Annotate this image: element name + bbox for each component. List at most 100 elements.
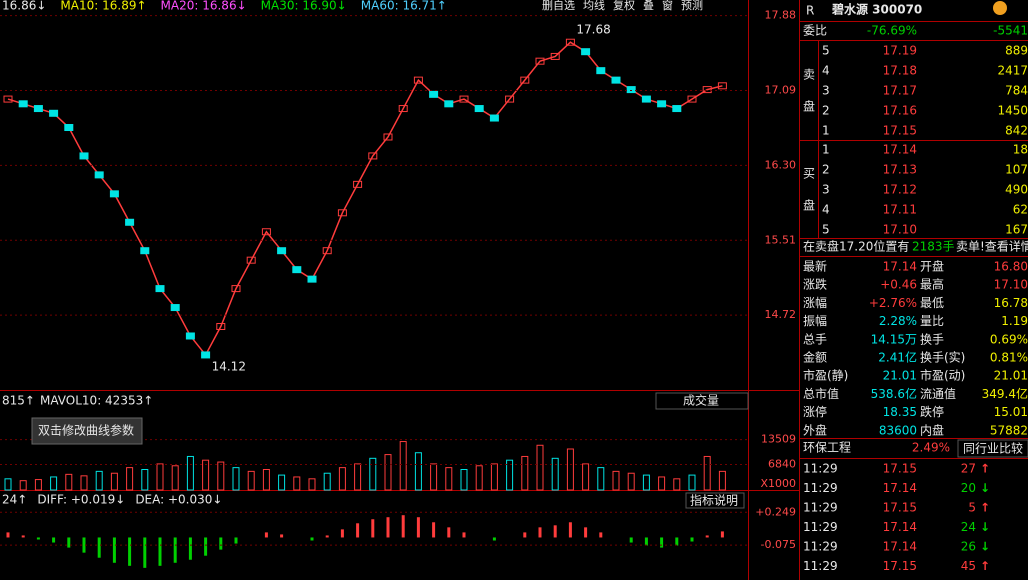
candle — [246, 256, 256, 264]
volume-legend: 815↑ — [2, 394, 35, 408]
candle — [444, 100, 454, 108]
level-price: 17.18 — [883, 64, 917, 78]
volume-bar — [718, 470, 726, 491]
toolbar-button[interactable]: 复权 — [613, 0, 635, 12]
trade-time: 11:29 — [803, 559, 838, 573]
trade-price: 17.15 — [883, 462, 917, 476]
stat-value: 0.69% — [990, 332, 1028, 346]
toolbar-button[interactable]: 窗 — [662, 0, 673, 12]
stat-label: 换手 — [920, 332, 944, 346]
y-tick-label: 13509 — [761, 433, 796, 446]
volume-bar — [384, 454, 392, 491]
volume-bar — [490, 463, 498, 491]
volume-legend: MAVOL10: 42353↑ — [40, 394, 153, 408]
volume-bar — [95, 470, 103, 491]
candle — [459, 95, 469, 103]
volume-bar — [536, 444, 544, 491]
candle — [429, 90, 439, 98]
candle — [322, 247, 332, 255]
volume-unit: X1000 — [760, 477, 796, 490]
stat-label: 涨幅 — [803, 295, 827, 310]
stat-value: 18.35 — [883, 405, 917, 419]
y-tick-label: 17.09 — [765, 84, 797, 97]
trade-volume: 24 — [961, 520, 976, 534]
macd-help[interactable]: 指标说明 — [690, 493, 738, 508]
compare-box[interactable] — [957, 439, 1028, 458]
volume-bar — [521, 455, 529, 491]
candle — [140, 247, 150, 255]
market-tag: R — [806, 4, 814, 18]
volume-bar — [217, 461, 225, 491]
stat-value: 16.80 — [994, 260, 1028, 274]
candle — [307, 275, 317, 283]
candle — [292, 266, 302, 274]
trade-price: 17.14 — [883, 540, 917, 554]
volume-bar — [688, 474, 696, 491]
stat-label: 总手 — [803, 332, 827, 346]
level: 4 — [822, 203, 830, 217]
selector-box[interactable] — [655, 392, 749, 410]
level: 5 — [822, 223, 830, 237]
level-price: 17.11 — [883, 203, 917, 217]
volume-bar — [19, 480, 27, 491]
toolbar-button[interactable]: 删自选 — [542, 0, 575, 12]
y-tick-label: 16.30 — [765, 158, 797, 171]
trade-time: 11:29 — [803, 501, 838, 515]
trade-volume: 26 — [961, 540, 976, 554]
candle — [109, 190, 119, 198]
volume-bar — [278, 474, 286, 491]
stat-value: 2.28% — [879, 314, 917, 328]
stock-title: 碧水源 300070 — [831, 2, 922, 17]
candle — [611, 76, 621, 84]
stat-label: 最新 — [803, 259, 827, 274]
volume-bar — [4, 478, 12, 491]
candle — [474, 105, 484, 113]
volume-bar — [445, 467, 453, 491]
candle — [398, 105, 408, 113]
notice-link[interactable]: 卖单!查看详情 — [956, 239, 1028, 254]
tooltip: 双击修改曲线参数 — [38, 423, 134, 438]
volume-selector[interactable]: 成交量 — [683, 393, 719, 408]
candle — [505, 95, 515, 103]
trade-arrow: ↑ — [980, 559, 990, 573]
candle — [185, 332, 195, 340]
volume-bar — [627, 472, 635, 491]
toolbar-button[interactable]: 均线 — [583, 0, 605, 12]
level-price: 17.13 — [883, 163, 917, 177]
volume-bar — [262, 469, 270, 491]
stat-value: 17.14 — [883, 260, 917, 274]
candle — [535, 57, 545, 65]
trade-time: 11:29 — [803, 520, 838, 534]
toolbar-button[interactable]: 叠 — [643, 0, 654, 12]
trade-arrow: ↓ — [980, 520, 990, 534]
sector-compare[interactable]: 同行业比较 — [963, 441, 1023, 456]
toolbar-button[interactable]: 预测 — [681, 0, 703, 12]
stat-label: 市盈(动) — [920, 368, 965, 383]
candle — [125, 218, 135, 226]
level-price: 17.19 — [883, 44, 917, 58]
ma-legend: MA20: 16.86↓ — [161, 0, 247, 13]
stat-value: 14.15万 — [871, 332, 917, 346]
volume-bar — [156, 463, 164, 491]
level-volume: 889 — [1005, 44, 1028, 58]
help-box[interactable] — [685, 492, 745, 509]
stat-label: 涨停 — [803, 404, 827, 419]
stat-label: 最低 — [920, 296, 944, 310]
trade-price: 17.14 — [883, 481, 917, 495]
stat-value: 15.01 — [994, 405, 1028, 419]
trade-time: 11:29 — [803, 462, 838, 476]
trade-arrow: ↑ — [980, 501, 990, 515]
tooltip-box — [31, 417, 143, 445]
level-price: 17.14 — [883, 143, 917, 157]
stat-value: 21.01 — [883, 369, 917, 383]
volume-bar — [186, 455, 194, 491]
candle — [3, 95, 13, 103]
volume-bar — [247, 470, 255, 491]
level: 4 — [822, 64, 830, 78]
stat-value: 21.01 — [994, 369, 1028, 383]
trade-time: 11:29 — [803, 481, 838, 495]
stat-label: 总市值 — [803, 386, 839, 401]
menu-icon[interactable] — [993, 1, 1007, 15]
volume-bar — [232, 467, 240, 491]
y-tick-label: +0.249 — [755, 505, 796, 518]
